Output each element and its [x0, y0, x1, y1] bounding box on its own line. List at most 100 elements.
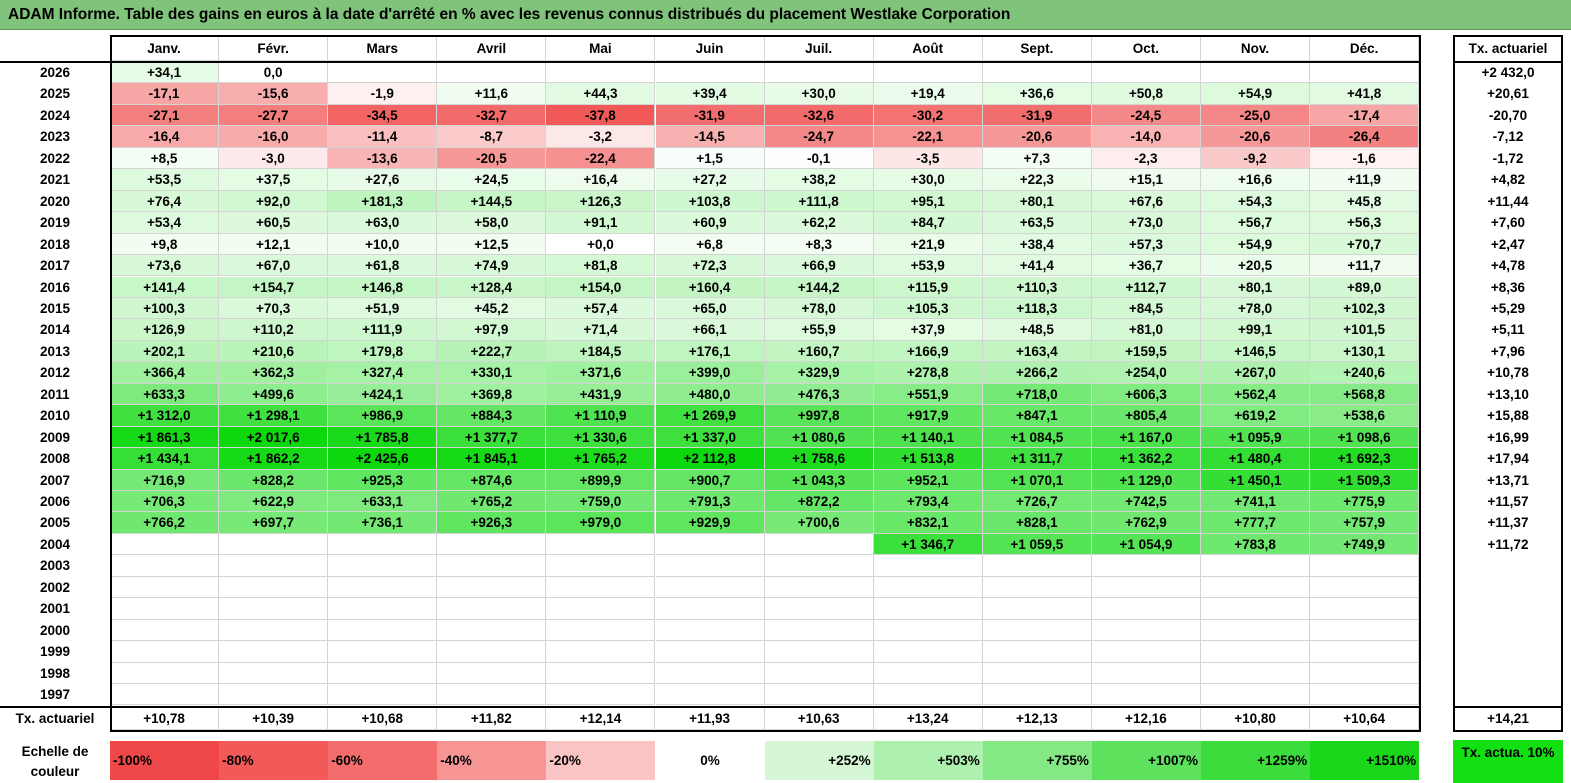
table-cell: -20,5 — [437, 147, 547, 170]
table-cell: +828,2 — [219, 469, 329, 491]
table-cell: +118,3 — [982, 297, 1092, 320]
table-cell: +476,3 — [764, 383, 874, 406]
table-cell: +72,3 — [655, 255, 765, 277]
footer-cell: +11,82 — [437, 708, 547, 730]
table-cell: -16,0 — [219, 126, 329, 148]
separator-line — [0, 61, 1422, 63]
table-cell: +84,7 — [873, 212, 983, 234]
table-cell: +917,9 — [873, 405, 983, 427]
table-cell: +146,8 — [328, 276, 438, 298]
table-cell: -27,1 — [110, 104, 220, 127]
table-cell: +1 330,6 — [546, 426, 656, 449]
footer-cell: +10,64 — [1310, 708, 1420, 730]
year-label: 2025 — [39, 86, 71, 102]
table-cell — [110, 684, 220, 706]
table-cell — [437, 598, 547, 620]
table-cell: +166,9 — [873, 340, 983, 363]
table-cell: +80,1 — [982, 190, 1092, 213]
table-cell — [655, 662, 765, 685]
table-cell: +36,7 — [1091, 255, 1201, 277]
table-cell: +766,2 — [110, 512, 220, 534]
table-cell — [1201, 555, 1311, 577]
table-cell: +130,1 — [1310, 340, 1420, 363]
table-cell: +110,3 — [982, 276, 1092, 298]
table-cell: +366,4 — [110, 362, 220, 384]
table-cell: +15,1 — [1091, 169, 1201, 191]
table-cell: +997,8 — [764, 405, 874, 427]
table-cell: -1,6 — [1310, 147, 1420, 170]
table-cell — [982, 598, 1092, 620]
table-cell: +65,0 — [655, 297, 765, 320]
table-cell — [1201, 684, 1311, 706]
footer-cell: +12,16 — [1091, 708, 1201, 730]
table-cell: +952,1 — [873, 469, 983, 491]
table-cell: +53,5 — [110, 169, 220, 191]
table-cell: +606,3 — [1091, 383, 1201, 406]
table-cell: +329,9 — [764, 362, 874, 384]
table-cell: +900,7 — [655, 469, 765, 491]
table-cell: +327,4 — [328, 362, 438, 384]
table-cell: -11,4 — [328, 126, 438, 148]
table-cell — [655, 619, 765, 642]
table-cell — [1201, 641, 1311, 663]
table-cell: +1 070,1 — [982, 469, 1092, 491]
table-cell: -34,5 — [328, 104, 438, 127]
table-cell — [1310, 598, 1420, 620]
footer-cell: +12,14 — [546, 708, 656, 730]
annual-rate-cell — [1453, 641, 1563, 662]
table-cell — [1310, 619, 1420, 642]
table-cell: +73,6 — [110, 255, 220, 277]
table-cell: +1 480,4 — [1201, 448, 1311, 470]
table-cell — [873, 619, 983, 642]
year-label: 2008 — [39, 451, 71, 467]
table-cell — [110, 598, 220, 620]
table-cell: +163,4 — [982, 340, 1092, 363]
separator-line — [1453, 61, 1563, 63]
table-cell: +74,9 — [437, 255, 547, 277]
table-cell: +254,0 — [1091, 362, 1201, 384]
table-cell: +1 765,2 — [546, 448, 656, 470]
table-cell: +22,3 — [982, 169, 1092, 191]
table-cell — [1091, 598, 1201, 620]
table-cell — [546, 619, 656, 642]
footer-label: Tx. actuariel — [15, 711, 95, 726]
color-scale-step: +755% — [982, 741, 1092, 780]
table-cell — [437, 619, 547, 642]
table-cell: +112,7 — [1091, 276, 1201, 298]
table-cell: +45,2 — [437, 297, 547, 320]
page-title: ADAM Informe. Table des gains en euros à… — [0, 0, 1571, 30]
annual-rate-cell: +7,60 — [1490, 215, 1526, 231]
table-cell: +84,5 — [1091, 297, 1201, 320]
annual-rate-cell: +5,11 — [1491, 322, 1525, 338]
month-header: Juin — [655, 37, 765, 61]
table-cell: +8,5 — [110, 147, 220, 170]
year-label: 2011 — [40, 386, 70, 402]
table-cell: +63,0 — [328, 212, 438, 234]
table-cell: +20,5 — [1201, 255, 1311, 277]
table-cell — [219, 555, 329, 577]
table-cell: +697,7 — [219, 512, 329, 534]
table-cell: +775,9 — [1310, 491, 1420, 513]
annual-rate-cell: -20,70 — [1488, 107, 1528, 123]
table-cell — [982, 555, 1092, 577]
color-scale-step: +252% — [764, 741, 874, 780]
table-cell: +57,3 — [1091, 233, 1201, 256]
table-cell: +240,6 — [1310, 362, 1420, 384]
table-cell: +103,8 — [655, 190, 765, 213]
table-cell: +91,1 — [546, 212, 656, 234]
table-cell — [1310, 684, 1420, 706]
footer-cell: +13,24 — [873, 708, 983, 730]
table-cell: +9,8 — [110, 233, 220, 256]
year-label: 2006 — [39, 494, 71, 509]
table-cell — [437, 533, 547, 556]
table-cell: +19,4 — [873, 83, 983, 105]
table-cell: +39,4 — [655, 83, 765, 105]
table-cell — [328, 619, 438, 642]
table-cell: +757,9 — [1310, 512, 1420, 534]
table-cell — [437, 576, 547, 599]
table-cell: +11,9 — [1310, 169, 1420, 191]
table-cell: +1 845,1 — [437, 448, 547, 470]
table-cell: +1 513,8 — [873, 448, 983, 470]
table-cell: +78,0 — [1201, 297, 1311, 320]
table-cell: -32,7 — [437, 104, 547, 127]
